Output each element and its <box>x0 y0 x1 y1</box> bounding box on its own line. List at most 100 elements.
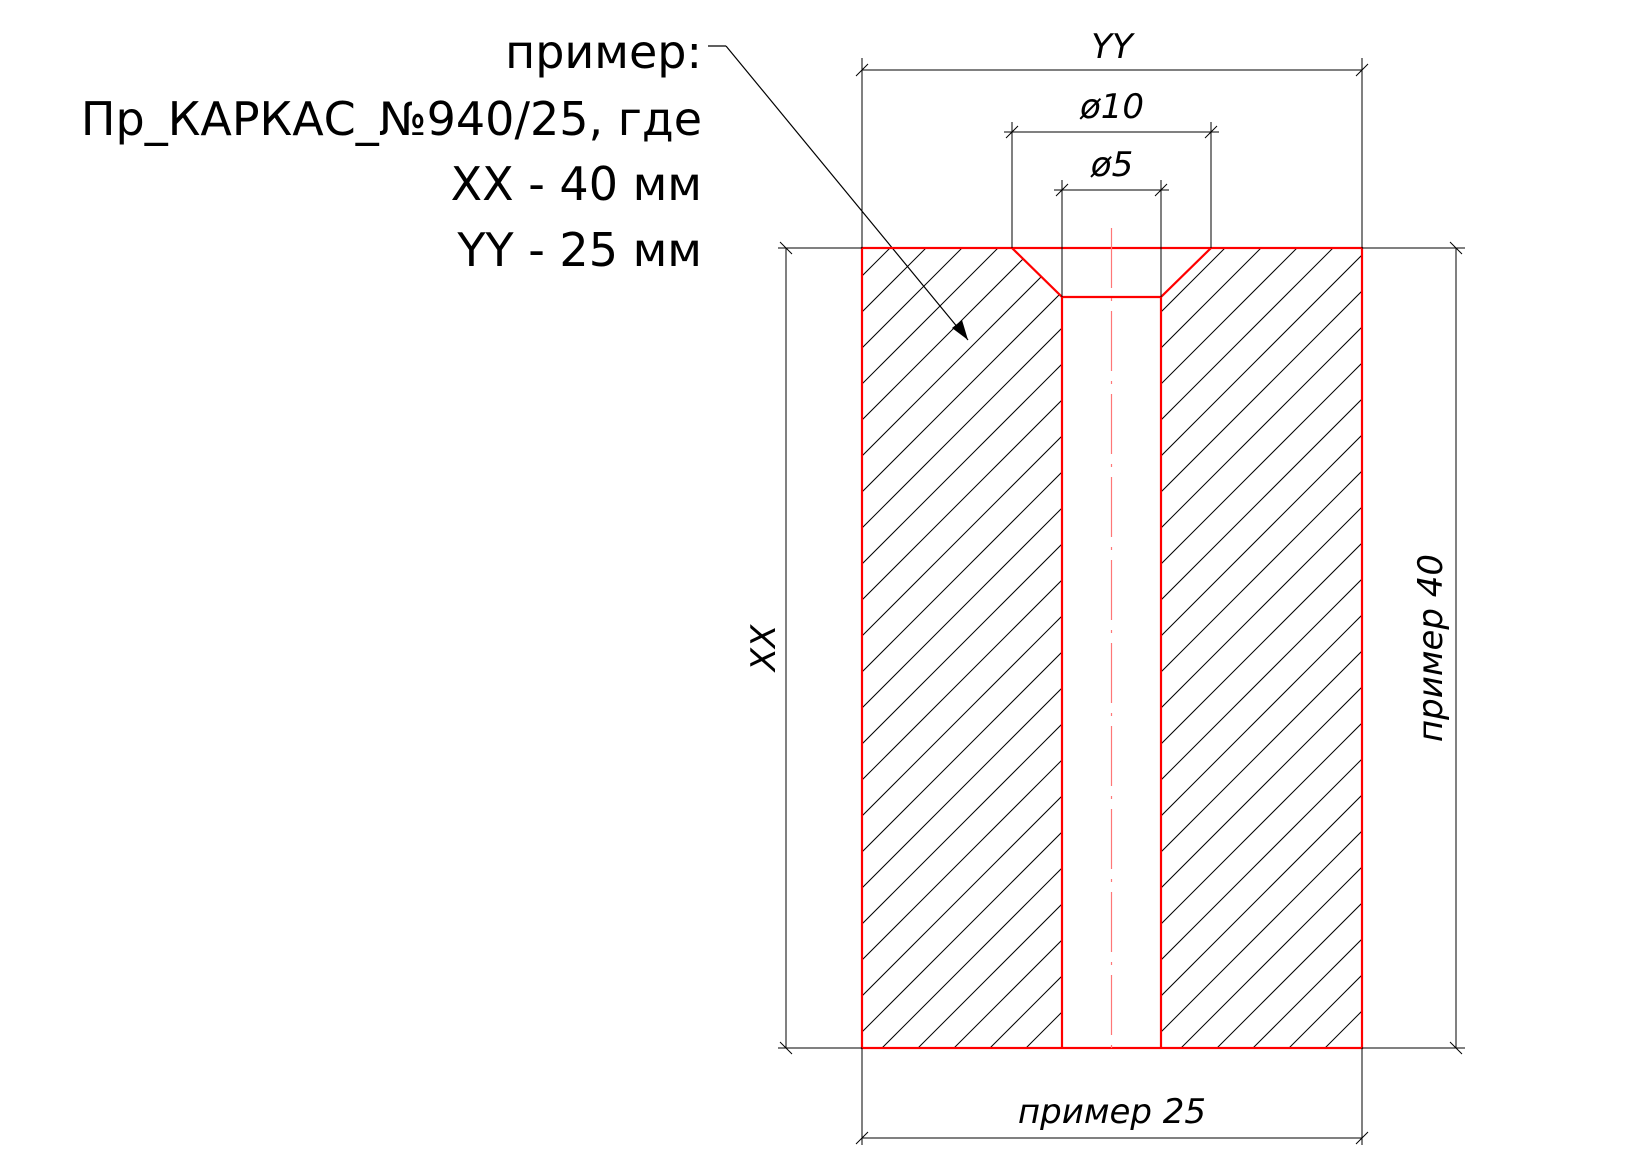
hatch-line <box>862 579 1062 781</box>
hatch-line <box>0 248 386 1048</box>
hatch-line <box>862 327 1062 529</box>
hatch-line <box>0 248 433 1048</box>
hatch-line <box>862 435 1062 637</box>
hatch-line <box>862 831 1062 1033</box>
hatch-line <box>0 248 577 1048</box>
hatch-line <box>173 248 973 1048</box>
hatch-line <box>1161 248 1190 277</box>
hatch-line <box>862 615 1062 817</box>
hatch-line <box>1161 290 1362 493</box>
hatch-line <box>881 867 1062 1048</box>
hatch-line <box>1025 1011 1062 1048</box>
dim-bottom-width <box>855 1048 1369 1145</box>
hatch-line <box>29 248 829 1048</box>
hatch-line <box>0 248 710 1048</box>
hatch-line <box>0 248 62 1048</box>
hatch-line <box>0 248 242 1048</box>
hatch-line <box>862 255 1062 457</box>
hatch-line <box>1161 362 1362 565</box>
dim-counterbore-label: ø10 <box>1079 87 1144 127</box>
hatch-line <box>1161 830 1362 1033</box>
hatch-line <box>209 248 1009 1048</box>
hatch-line <box>862 363 1062 565</box>
hatch-line <box>0 248 397 1048</box>
note-xx-line: XX - 40 мм <box>451 157 702 211</box>
hatch-line <box>862 543 1062 745</box>
hatch-line <box>18 248 818 1048</box>
leader-arrowhead <box>952 320 968 340</box>
hatch-line <box>1216 902 1362 1048</box>
hatch-line <box>0 248 602 1048</box>
hatch-line <box>1360 1046 1362 1048</box>
leader-line <box>708 45 969 341</box>
hatch-line <box>0 248 793 1048</box>
hatch-line <box>0 248 206 1048</box>
dim-left-height-label: XX <box>744 624 784 673</box>
hatch-line <box>0 248 422 1048</box>
note-code-line: Пр_КАРКАС_№940/25, где <box>81 92 702 146</box>
hatch-line <box>1161 578 1362 781</box>
hatch-line <box>0 248 530 1048</box>
hatch-line <box>1324 1010 1362 1048</box>
hatch-line <box>1288 974 1362 1048</box>
hatch-line <box>0 248 649 1048</box>
hatch-line <box>1161 650 1362 853</box>
hatch-line <box>1161 614 1362 817</box>
hatch-line <box>1161 326 1362 529</box>
hatch-line <box>0 248 685 1048</box>
hatch-line <box>0 248 350 1048</box>
hatch-line <box>862 248 1035 421</box>
dim-bottom-width-label: пример 25 <box>1018 1092 1206 1132</box>
hatch-line <box>0 248 458 1048</box>
hatch-line <box>1161 248 1298 385</box>
hatch-line <box>1161 398 1362 601</box>
hatch-line <box>0 248 674 1048</box>
note-block: пример: Пр_КАРКАС_№940/25, где XX - 40 м… <box>81 25 702 277</box>
hatch-line <box>0 248 494 1048</box>
hatch-line <box>1161 254 1362 457</box>
hatch-line <box>0 248 757 1048</box>
hatch-line <box>1161 722 1362 925</box>
hatch-right <box>0 248 1362 1048</box>
hatch-line <box>137 248 937 1048</box>
note-yy-line: YY - 25 мм <box>456 223 702 277</box>
bore-left-edge <box>1011 247 1064 1048</box>
hatch-line <box>862 248 927 313</box>
hatch-line <box>0 248 746 1048</box>
hatch-line <box>245 248 1045 1048</box>
hatch-line <box>1161 248 1334 421</box>
hatch-line <box>0 248 566 1048</box>
hatch-line <box>1161 506 1362 709</box>
hatch-line <box>1161 542 1362 745</box>
hatch-line <box>0 248 170 1048</box>
hatch-line <box>0 248 469 1048</box>
dim-hole-label: ø5 <box>1090 145 1133 185</box>
hatch-line <box>862 507 1062 709</box>
dim-hole <box>1054 180 1169 297</box>
hatch-line <box>0 248 505 1048</box>
hatch-line <box>862 687 1062 889</box>
hatch-line <box>1180 866 1362 1048</box>
hatch-line <box>862 723 1062 925</box>
hatch-line <box>862 291 1062 493</box>
bore-right-edge <box>1159 247 1212 1048</box>
hatch-line <box>1161 470 1362 673</box>
hatch-line <box>862 399 1062 601</box>
hatch-line <box>862 471 1062 673</box>
dim-right-height <box>1362 241 1465 1055</box>
hatch-line <box>1161 248 1226 313</box>
hatch-line <box>1061 1047 1062 1048</box>
hatch-line <box>0 248 721 1048</box>
hatch-line <box>862 248 963 349</box>
dim-top-width <box>855 58 1369 248</box>
hatch-line <box>0 248 541 1048</box>
hatch-line <box>317 248 1117 1048</box>
hatch-line <box>1161 686 1362 889</box>
hatch-line <box>0 248 613 1048</box>
hatch-line <box>0 248 98 1048</box>
dim-left-height <box>778 241 862 1055</box>
hatch-line <box>0 248 278 1048</box>
hatch-line <box>0 248 314 1048</box>
hatch-line <box>1161 794 1362 997</box>
